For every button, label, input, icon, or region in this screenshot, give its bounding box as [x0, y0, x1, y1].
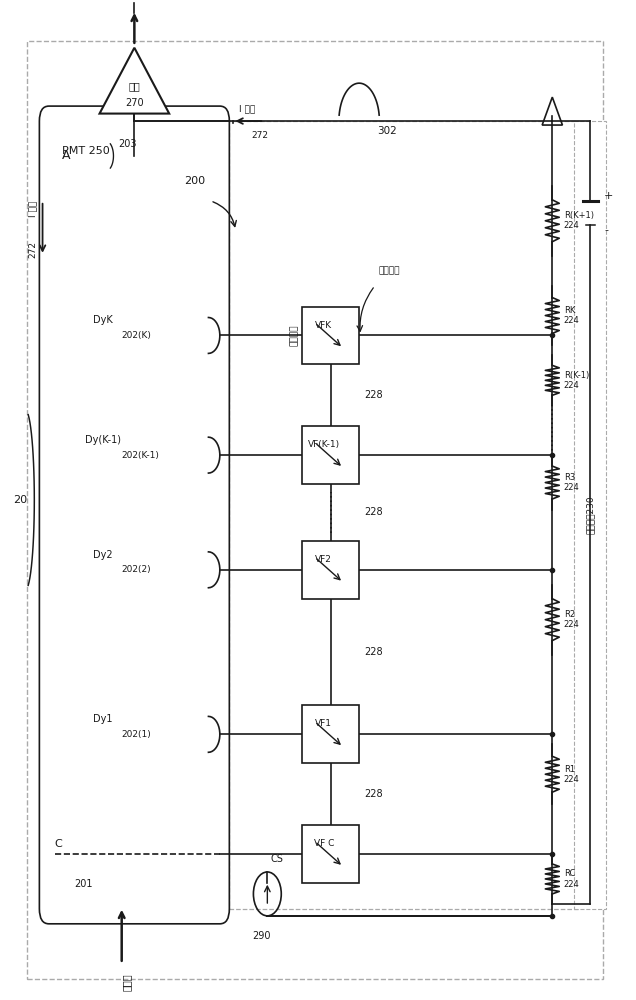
Text: PMT 250: PMT 250: [62, 146, 109, 156]
Text: 270: 270: [125, 98, 144, 108]
Text: R3
224: R3 224: [563, 473, 579, 492]
Bar: [302, 541, 359, 599]
FancyBboxPatch shape: [27, 41, 603, 979]
Text: RC
224: RC 224: [563, 869, 579, 889]
Text: 203: 203: [118, 139, 137, 149]
Text: 272: 272: [28, 241, 37, 258]
Text: Dy1: Dy1: [93, 714, 113, 724]
Text: VF C: VF C: [314, 839, 334, 848]
Text: 控制端口: 控制端口: [378, 266, 399, 275]
FancyBboxPatch shape: [39, 106, 230, 924]
Text: VF(K-1): VF(K-1): [308, 440, 340, 449]
Text: C: C: [54, 839, 62, 849]
Bar: [302, 307, 359, 364]
Text: Dy2: Dy2: [93, 550, 113, 560]
Text: RK
224: RK 224: [563, 306, 579, 325]
Text: R(K+1)
224: R(K+1) 224: [563, 211, 593, 230]
Text: 228: 228: [364, 507, 383, 517]
Text: 负载: 负载: [128, 81, 141, 91]
Text: R2
224: R2 224: [563, 610, 579, 629]
Text: 228: 228: [364, 390, 383, 400]
Bar: [302, 705, 359, 763]
Bar: [302, 825, 359, 883]
Text: VF2: VF2: [315, 555, 332, 564]
Text: 202(K): 202(K): [121, 331, 151, 340]
FancyBboxPatch shape: [574, 121, 606, 909]
Text: I 负载: I 负载: [239, 104, 255, 113]
Text: 202(2): 202(2): [121, 565, 151, 574]
Text: 290: 290: [252, 931, 270, 941]
Text: -: -: [604, 225, 608, 235]
Text: 20: 20: [13, 495, 27, 505]
Polygon shape: [542, 97, 562, 125]
Text: 228: 228: [364, 789, 383, 799]
Text: 201: 201: [74, 879, 93, 889]
Text: 200: 200: [184, 176, 205, 186]
Text: 202(1): 202(1): [121, 730, 151, 739]
Text: Dy(K-1): Dy(K-1): [85, 435, 121, 445]
Text: +: +: [604, 191, 614, 201]
Text: 输入光: 输入光: [121, 974, 132, 991]
Text: VFK: VFK: [315, 321, 333, 330]
Text: CS: CS: [270, 854, 284, 864]
Text: 高压电源230: 高压电源230: [586, 496, 595, 534]
Text: 202(K-1): 202(K-1): [121, 451, 160, 460]
Text: DyK: DyK: [93, 315, 113, 325]
Text: I 负载: I 负载: [28, 201, 37, 217]
FancyBboxPatch shape: [230, 121, 577, 909]
Text: 302: 302: [377, 126, 397, 136]
Text: R(K-1)
224: R(K-1) 224: [563, 371, 589, 390]
Text: 272: 272: [251, 131, 268, 140]
Text: VF1: VF1: [315, 719, 333, 728]
Text: R1
224: R1 224: [563, 765, 579, 784]
Text: 228: 228: [364, 647, 383, 657]
Polygon shape: [100, 48, 169, 114]
Text: 输出端口: 输出端口: [290, 325, 299, 346]
Bar: [302, 426, 359, 484]
Text: A: A: [62, 149, 70, 162]
